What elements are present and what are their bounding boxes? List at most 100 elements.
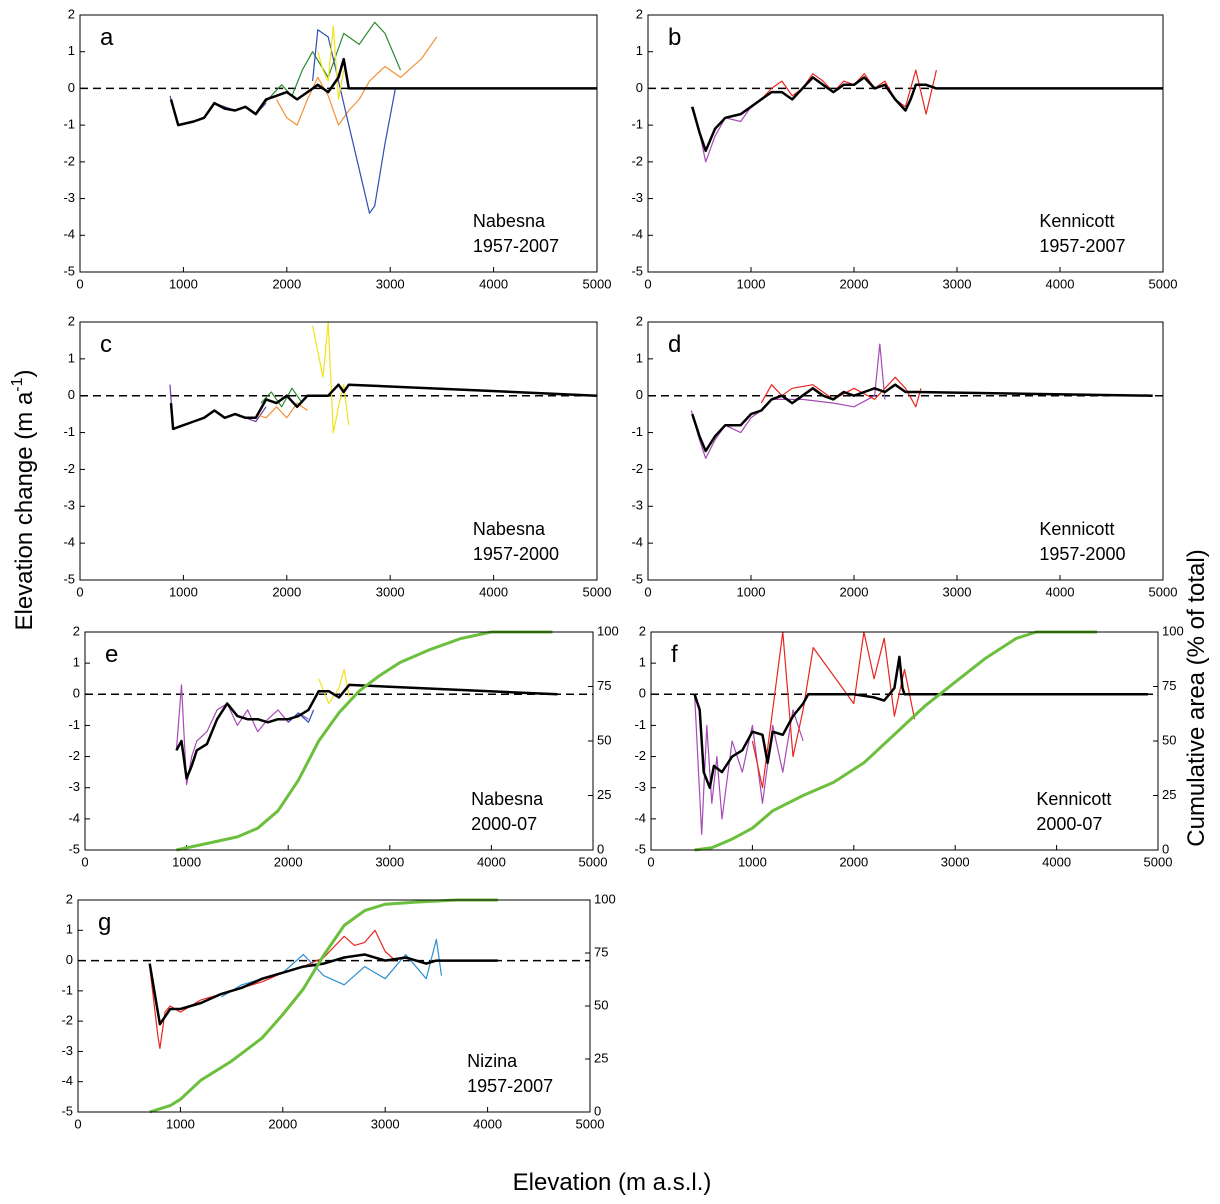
series-line — [691, 383, 1153, 453]
panel: 0 1000 2000 3000 4000 5000 2 1 0 -1 -2 -3 -4 -5 c Nabes… — [63, 313, 611, 599]
panel-annotation: 2000-07 — [471, 814, 537, 834]
y-label-sup: -1 — [9, 377, 26, 391]
y-tick-label: 1 — [639, 655, 646, 670]
panel-annotation: Nabesna — [473, 211, 546, 231]
x-tick-label: 0 — [76, 584, 83, 599]
y-tick-label: -2 — [63, 461, 75, 476]
plot-frame — [77, 899, 591, 1113]
y-tick-label: -3 — [63, 190, 75, 205]
y-tick-label: -3 — [61, 1043, 73, 1058]
y-tick-label: -2 — [631, 461, 643, 476]
y-tick-label: 0 — [73, 686, 80, 701]
y2-tick-label: 25 — [594, 1050, 608, 1065]
y-tick-label: -4 — [63, 227, 75, 242]
y-tick-label: -1 — [63, 424, 75, 439]
series-line — [275, 36, 438, 126]
x-tick-label: 1000 — [737, 276, 766, 291]
y-tick-label: 1 — [68, 350, 75, 365]
series-line — [312, 321, 350, 434]
y-tick-label: -5 — [631, 571, 643, 586]
panel-annotation: 1957-2000 — [1039, 544, 1125, 564]
x-tick-label: 3000 — [375, 854, 404, 869]
y-tick-label: -2 — [68, 748, 80, 763]
y2-tick-label: 0 — [1162, 841, 1169, 856]
plot-frame — [84, 631, 594, 851]
y-tick-label: 2 — [68, 6, 75, 21]
y2-tick-label: 50 — [1162, 732, 1176, 747]
y-tick-label: -4 — [631, 227, 643, 242]
y2-tick-label: 100 — [594, 891, 616, 906]
series-line — [169, 384, 267, 430]
x-tick-label: 3000 — [943, 584, 972, 599]
y-tick-label: -1 — [63, 117, 75, 132]
series-line — [260, 387, 303, 408]
y-tick-label: 0 — [66, 952, 73, 967]
y-tick-label: -1 — [61, 982, 73, 997]
panel-annotation: Nabesna — [471, 789, 544, 809]
x-tick-label: 1000 — [166, 1116, 195, 1131]
series-line — [175, 684, 309, 786]
y-tick-label: -3 — [631, 190, 643, 205]
plot-frame — [647, 14, 1164, 273]
y-tick-label: 2 — [639, 623, 646, 638]
series-line — [175, 683, 558, 780]
series-line — [221, 938, 443, 998]
panel-annotation: 2000-07 — [1036, 814, 1102, 834]
panel: 0 1000 2000 3000 4000 5000 2 1 0 -1 -2 -3 -4 -5 b Kenni… — [631, 6, 1177, 291]
y-tick-label: -4 — [631, 535, 643, 550]
x-tick-label: 5000 — [576, 1116, 605, 1131]
x-tick-label: 2000 — [840, 276, 869, 291]
y2-tick-label: 75 — [594, 944, 608, 959]
series-line — [690, 91, 772, 163]
y-tick-label: -3 — [631, 498, 643, 513]
y2-tick-label: 25 — [1162, 787, 1176, 802]
panel-annotation: Nabesna — [473, 519, 546, 539]
y-tick-label: 1 — [636, 43, 643, 58]
y-tick-label: -5 — [68, 841, 80, 856]
x-tick-label: 4000 — [477, 854, 506, 869]
y-label-end: ) — [11, 369, 38, 377]
x-tick-label: 4000 — [1046, 584, 1075, 599]
y2-tick-label: 50 — [594, 997, 608, 1012]
panel-annotation: 1957-2007 — [473, 236, 559, 256]
x-tick-label: 2000 — [840, 584, 869, 599]
y2-tick-label: 50 — [597, 732, 611, 747]
x-tick-label: 5000 — [583, 584, 612, 599]
x-tick-label: 0 — [76, 276, 83, 291]
y-tick-label: 1 — [66, 922, 73, 937]
series-line — [760, 376, 922, 408]
series-line — [318, 668, 350, 705]
x-tick-label: 3000 — [376, 276, 405, 291]
y-tick-label: 2 — [66, 891, 73, 906]
panel-annotation: 1957-2007 — [467, 1076, 553, 1096]
y-tick-label: -3 — [634, 779, 646, 794]
y-tick-label: 2 — [68, 313, 75, 328]
y-tick-label: 1 — [68, 43, 75, 58]
series-line — [149, 929, 396, 1049]
y2-tick-label: 75 — [597, 678, 611, 693]
panel-label: d — [668, 331, 681, 358]
x-tick-label: 2000 — [272, 584, 301, 599]
y2-tick-label: 25 — [597, 787, 611, 802]
plot-frame — [79, 321, 598, 581]
panel: 0 1000 2000 3000 4000 5000 2 1 0 -1 -2 -3 -4 -5 d Kenni… — [631, 313, 1177, 599]
y-tick-label: -3 — [63, 498, 75, 513]
y-tick-label: -1 — [631, 117, 643, 132]
y2-tick-label: 0 — [597, 841, 604, 856]
y-tick-label: -4 — [68, 810, 80, 825]
y-tick-label: -2 — [634, 748, 646, 763]
y-tick-label: -5 — [63, 263, 75, 278]
series-line — [694, 630, 1098, 852]
series-line — [148, 953, 498, 1026]
series-line — [287, 709, 315, 723]
y-tick-label: -5 — [634, 841, 646, 856]
y-tick-label: -2 — [63, 153, 75, 168]
x-tick-label: 0 — [81, 854, 88, 869]
x-tick-label: 2000 — [274, 854, 303, 869]
x-tick-label: 4000 — [473, 1116, 502, 1131]
y-tick-label: 2 — [636, 6, 643, 21]
y2-tick-label: 100 — [597, 623, 619, 638]
